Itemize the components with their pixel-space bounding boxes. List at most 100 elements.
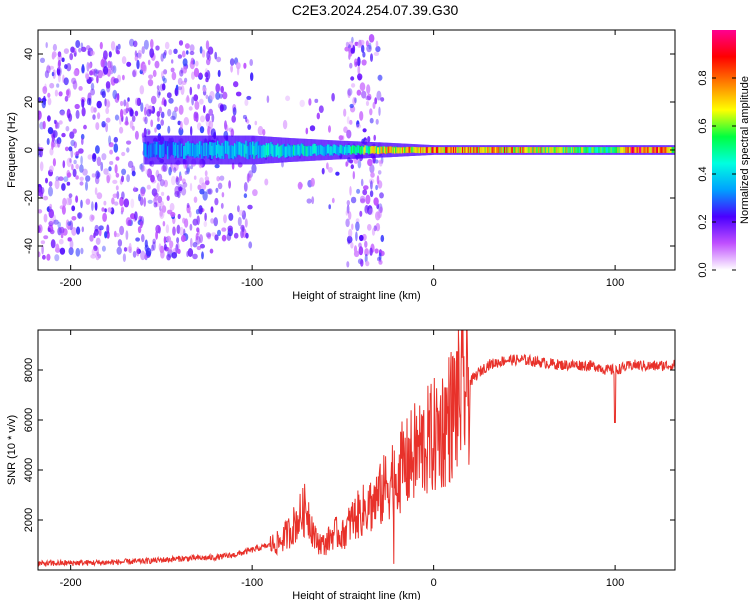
heatmap-cell (141, 165, 146, 172)
heatmap-cell (376, 90, 382, 101)
heatmap-cell (55, 243, 60, 253)
heatmap-cell (56, 67, 61, 76)
heatmap-cell (160, 119, 164, 126)
heatmap-cell (179, 69, 184, 77)
heatmap-cell (220, 85, 224, 94)
heatmap-cell (176, 237, 180, 244)
snr-x-axis-label: Height of straight line (km) (292, 590, 420, 600)
heatmap-cell (143, 39, 149, 50)
heatmap-cell (95, 237, 101, 245)
heatmap-cell (175, 177, 180, 186)
heatmap-cell (205, 40, 210, 50)
heatmap-cell (362, 189, 368, 196)
heatmap-cell (61, 57, 65, 63)
heatmap-cell (216, 176, 221, 182)
heatmap-cell (113, 136, 119, 143)
heatmap-cell (214, 234, 219, 241)
heatmap-cell (147, 130, 151, 135)
heatmap-cell (219, 93, 223, 99)
heatmap-cell (150, 174, 155, 183)
heatmap-cell (64, 146, 69, 152)
heatmap-cell (126, 140, 132, 145)
heatmap-cell (167, 108, 172, 117)
heatmap-cell (189, 86, 193, 96)
heatmap-cell (194, 100, 200, 110)
heatmap-cell (81, 98, 85, 108)
heatmap-cell (156, 85, 160, 90)
snr-x-tick-label: -100 (241, 577, 263, 589)
heatmap-cell (162, 77, 167, 84)
heatmap-cell (369, 117, 374, 124)
heatmap-cell (139, 196, 144, 206)
heatmap-cell (173, 167, 177, 173)
heatmap-cell (42, 86, 47, 92)
heatmap-cell (75, 247, 81, 257)
heatmap-cell (144, 106, 147, 116)
heatmap-cell (306, 198, 312, 204)
heatmap-cell (370, 53, 373, 62)
heatmap-cell (238, 209, 244, 216)
heatmap-cell (103, 200, 107, 206)
heatmap-cell (165, 235, 172, 243)
heatmap-cell (147, 79, 154, 87)
heatmap-cell (77, 212, 83, 219)
heatmap-cell (151, 244, 154, 252)
heatmap-cell (49, 165, 54, 173)
heatmap-cell (54, 89, 59, 97)
heatmap-cell (367, 205, 373, 215)
heatmap-cell (230, 128, 235, 137)
heatmap-cell (348, 211, 352, 220)
heatmap-cell (65, 197, 71, 206)
heatmap-cell (46, 138, 50, 145)
heatmap-cell (216, 56, 222, 63)
heatmap-cell (58, 176, 64, 181)
heatmap-cell (68, 113, 73, 122)
heatmap-cell (156, 182, 160, 193)
heatmap-cell (87, 50, 91, 56)
heatmap-cell (39, 161, 44, 172)
heatmap-cell (142, 63, 147, 74)
colorbar-tick-label: 0.6 (697, 118, 709, 133)
heatmap-cell (71, 205, 76, 212)
heatmap-cell (221, 227, 227, 232)
heatmap-cell (150, 95, 157, 105)
heatmap-cell (168, 49, 173, 56)
heatmap-cell (160, 200, 164, 208)
heatmap-cell (107, 60, 112, 69)
heatmap-cell (47, 115, 51, 122)
heatmap-cell (62, 197, 67, 207)
heatmap-cell (159, 83, 165, 92)
heatmap-cell (364, 253, 368, 264)
heatmap-cell (177, 248, 181, 254)
heatmap-cell (150, 39, 154, 49)
heatmap-cell (184, 43, 190, 49)
snr-plot-frame (37, 329, 676, 571)
heatmap-cell (369, 190, 374, 198)
heatmap-cell (358, 242, 362, 249)
heatmap-cell (72, 168, 77, 178)
heatmap-cell (53, 219, 59, 225)
heatmap-cell (196, 215, 200, 226)
heatmap-cell (193, 94, 199, 102)
heatmap-cell (41, 99, 46, 109)
heatmap-cell (96, 171, 101, 178)
heatmap-cell (357, 73, 363, 81)
heatmap-cell (374, 248, 379, 254)
heatmap-cell (375, 40, 379, 48)
heatmap-cell (157, 116, 160, 122)
heatmap-cell (173, 48, 178, 54)
heatmap-cell (49, 229, 55, 235)
heatmap-cell (81, 107, 86, 117)
heatmap-cell (109, 161, 114, 165)
heatmap-cell (131, 170, 136, 177)
heatmap-cell (357, 65, 361, 75)
heatmap-cell (233, 81, 239, 88)
heatmap-cell (139, 62, 146, 72)
heatmap-cell (310, 177, 315, 187)
heatmap-cell (38, 110, 42, 120)
heatmap-cell (106, 175, 110, 184)
heatmap-cell (105, 122, 108, 133)
heatmap-cell (144, 116, 148, 125)
heatmap-cell (222, 91, 228, 100)
heatmap-cell (362, 128, 367, 133)
